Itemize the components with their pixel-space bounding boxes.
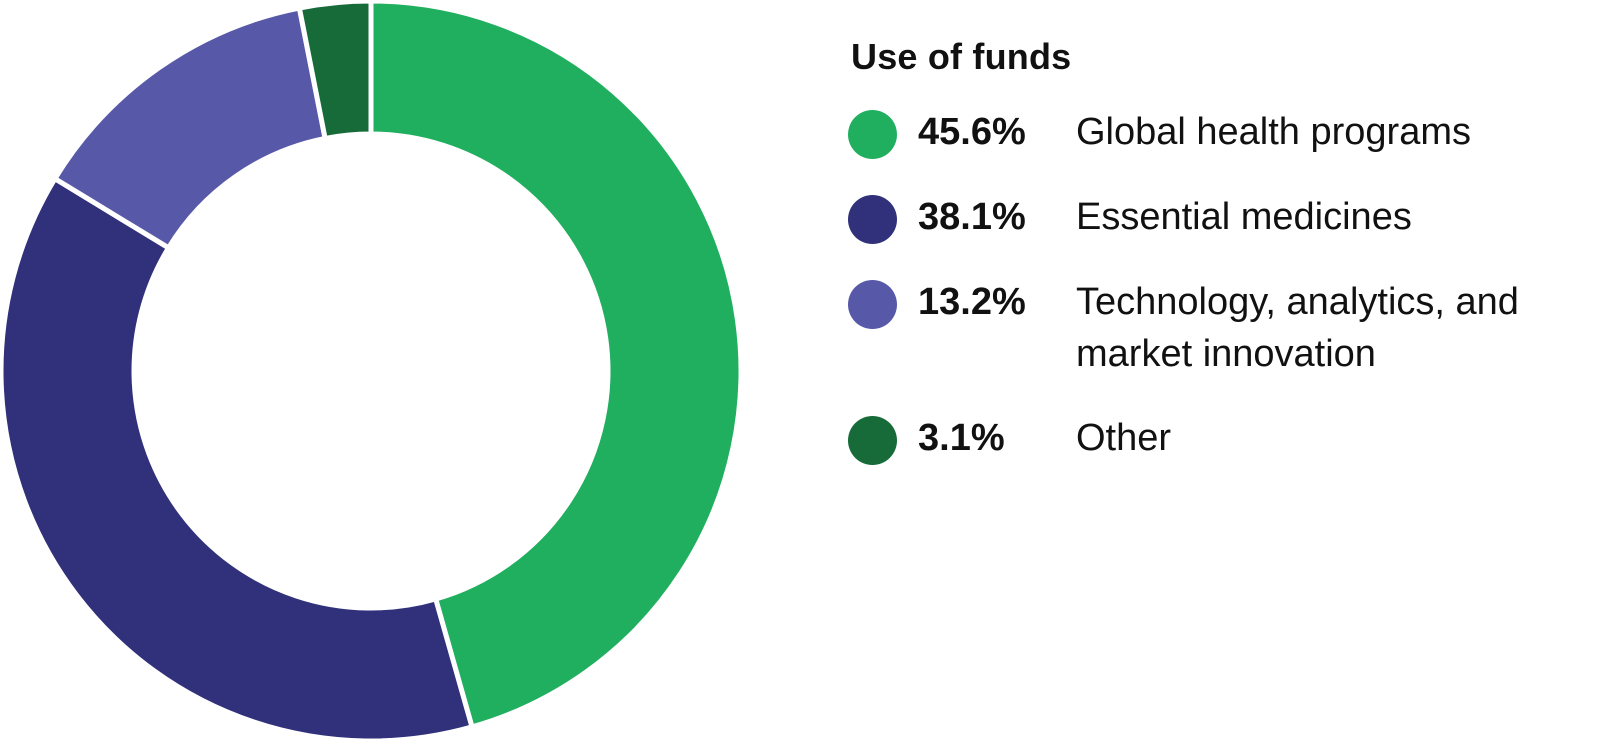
legend-swatch bbox=[848, 416, 897, 465]
legend-percent: 3.1% bbox=[918, 417, 1005, 459]
slice-other bbox=[296, 0, 374, 142]
legend-swatch bbox=[848, 110, 897, 159]
legend-label: Global health programs bbox=[1076, 111, 1471, 153]
legend-list: 45.6% Global health programs 38.1% Essen… bbox=[848, 106, 1568, 465]
legend-swatch bbox=[848, 195, 897, 244]
legend-item-essential-medicines: 38.1% Essential medicines bbox=[848, 191, 1568, 244]
donut-chart bbox=[0, 0, 744, 744]
slice-global-health bbox=[368, 0, 744, 731]
slice-essential-medicines bbox=[0, 175, 476, 744]
legend-percent: 45.6% bbox=[918, 111, 1026, 153]
legend-label: Technology, analytics, and market innova… bbox=[1076, 281, 1519, 375]
donut-slices bbox=[0, 0, 744, 744]
legend-label: Other bbox=[1076, 417, 1172, 459]
legend-percent: 13.2% bbox=[918, 281, 1026, 323]
legend-item-technology: 13.2% Technology, analytics, and market … bbox=[848, 276, 1568, 380]
chart-title: Use of funds bbox=[851, 36, 1072, 77]
legend-percent: 38.1% bbox=[918, 196, 1026, 238]
legend-item-global-health: 45.6% Global health programs bbox=[848, 106, 1568, 159]
legend-label: Essential medicines bbox=[1076, 196, 1412, 238]
legend: Use of funds 45.6% Global health program… bbox=[848, 36, 1568, 497]
legend-swatch bbox=[848, 280, 897, 329]
legend-item-other: 3.1% Other bbox=[848, 412, 1568, 465]
